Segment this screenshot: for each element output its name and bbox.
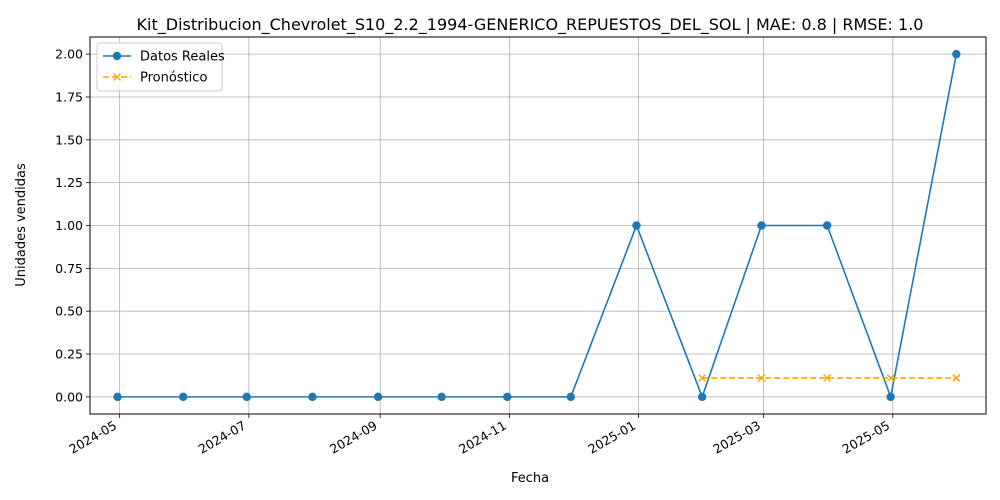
legend-entry: Pronóstico: [103, 71, 207, 86]
legend-swatch-marker: [112, 51, 122, 61]
y-axis-label: Unidades vendidas: [14, 163, 29, 287]
data-point: [113, 392, 122, 402]
data-point: [308, 392, 317, 402]
y-tick-label: 2.00: [55, 47, 83, 62]
data-point: [886, 374, 895, 382]
plot-series: [113, 49, 961, 402]
y-tick-label: 0.75: [55, 261, 83, 276]
data-point: [242, 392, 251, 402]
chart-title: Kit_Distribucion_Chevrolet_S10_2.2_1994-…: [137, 15, 924, 35]
data-point: [503, 392, 512, 402]
y-tick-label: 1.00: [55, 218, 83, 233]
y-tick-label: 1.50: [55, 132, 83, 147]
y-axis: 0.00 0.25 0.50 0.75 1.00 1.25 1.50 1.75 2.00: [55, 47, 90, 404]
legend: Datos Reales Pronóstico: [96, 42, 225, 92]
y-tick-label: 1.25: [55, 175, 83, 190]
y-tick-label: 0.00: [55, 389, 83, 404]
legend-box: [96, 42, 223, 92]
data-point: [952, 49, 961, 59]
data-point: [952, 374, 961, 382]
y-tick-label: 0.50: [55, 304, 83, 319]
legend-entry: Datos Reales: [103, 50, 225, 65]
data-point: [437, 392, 446, 402]
data-point: [757, 374, 766, 382]
series-line: [117, 53, 958, 400]
data-point: [823, 374, 832, 382]
data-point: [698, 374, 707, 382]
legend-label: Pronóstico: [140, 71, 207, 86]
data-point: [566, 392, 576, 402]
x-axis-label: Fecha: [511, 471, 549, 486]
series-forecast: [698, 374, 961, 382]
data-point: [697, 392, 707, 402]
series-actual: [113, 49, 961, 402]
legend-label: Datos Reales: [140, 50, 225, 65]
y-tick-label: 1.75: [55, 89, 83, 104]
data-point: [886, 392, 895, 402]
legend-swatch-marker: [113, 73, 121, 81]
y-tick-label: 0.25: [55, 347, 83, 362]
data-point: [179, 392, 188, 402]
data-point: [757, 221, 766, 230]
data-point: [632, 221, 641, 230]
data-point: [373, 392, 383, 402]
data-point: [822, 221, 832, 230]
